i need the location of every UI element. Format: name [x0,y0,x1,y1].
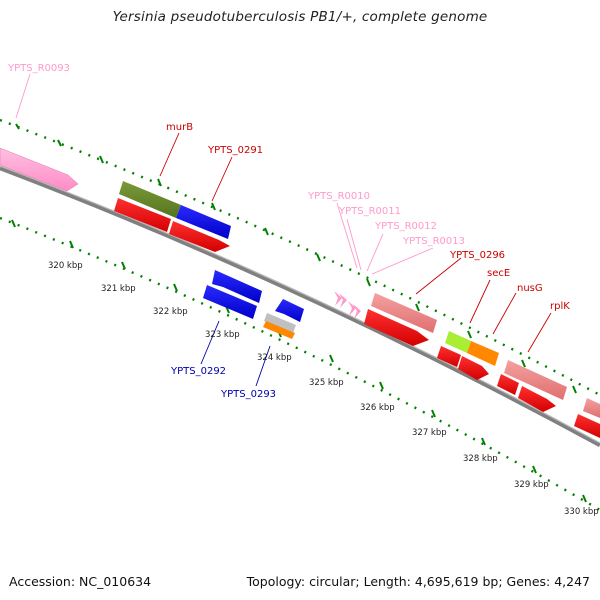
label-nusg[interactable]: nusG [517,283,543,294]
kbp-label: 320 kbp [48,261,83,271]
gene-red-3[interactable] [364,309,429,346]
label-ypts-0292[interactable]: YPTS_0292 [170,366,226,377]
kbp-label: 330 kbp [564,507,599,517]
gene-red-7[interactable] [518,386,556,412]
label-ypts-0296[interactable]: YPTS_0296 [449,250,505,261]
kbp-label: 327 kbp [412,428,447,438]
gene-0296-forward[interactable] [371,293,437,333]
outer-tick-ring [0,118,600,397]
gene-nusg-forward[interactable] [467,341,499,366]
label-sece[interactable]: secE [487,268,510,279]
rna-marker-4[interactable] [353,304,361,319]
kbp-label: 321 kbp [101,284,136,294]
callout-lines [15,73,552,387]
label-murb[interactable]: murB [166,122,193,133]
gene-0293-blue[interactable] [275,299,304,322]
gene-red-6[interactable] [497,374,519,395]
kbp-label: 326 kbp [360,403,395,413]
kbp-label: 328 kbp [463,454,498,464]
genome-backbone [0,165,600,447]
kbp-label: 322 kbp [153,307,188,317]
rna-feature-r0093[interactable] [0,147,79,192]
genome-stats-text: Topology: circular; Length: 4,695,619 bp… [246,574,590,589]
label-ypts-r0012[interactable]: YPTS_R0012 [374,221,437,232]
gene-red-1[interactable] [114,198,171,232]
gene-red-2[interactable] [169,221,230,252]
gene-0292-a[interactable] [212,270,262,303]
gene-red-8[interactable] [574,414,600,438]
label-ypts-r0093[interactable]: YPTS_R0093 [7,63,70,74]
kbp-label: 325 kbp [309,378,344,388]
gene-murb[interactable] [119,181,181,218]
rna-marker-2[interactable] [339,293,347,308]
accession-text: Accession: NC_010634 [9,574,152,589]
gene-0292-b[interactable] [203,285,257,319]
inner-tick-ring [0,216,600,512]
kbp-label: 323 kbp [205,330,240,340]
label-ypts-r0011[interactable]: YPTS_R0011 [338,206,401,217]
gene-labels: YPTS_R0093 murB YPTS_0291 YPTS_R0010 YPT… [7,63,570,400]
gene-0293-gray[interactable] [264,313,296,333]
label-ypts-0291[interactable]: YPTS_0291 [207,145,263,156]
gene-sece-forward[interactable] [445,331,471,353]
rna-marker-1b[interactable] [334,291,342,306]
gene-rplk-forward[interactable] [504,360,567,400]
label-ypts-0293[interactable]: YPTS_0293 [220,389,276,400]
label-rplk[interactable]: rplK [550,301,570,312]
kbp-label: 324 kbp [257,353,292,363]
gene-red-4[interactable] [437,346,461,367]
kbp-scale-labels: 320 kbp 321 kbp 322 kbp 323 kbp 324 kbp … [48,261,599,517]
kbp-label: 329 kbp [514,480,549,490]
gene-0293-orange[interactable] [263,321,295,339]
gene-red-5[interactable] [458,356,489,380]
gene-0291-forward[interactable] [176,205,231,239]
rna-marker-3[interactable] [348,301,356,316]
gene-edge-forward[interactable] [583,398,600,418]
label-ypts-r0010[interactable]: YPTS_R0010 [307,191,370,202]
map-title: Yersinia pseudotuberculosis PB1/+, compl… [112,9,488,25]
label-ypts-r0013[interactable]: YPTS_R0013 [402,236,465,247]
